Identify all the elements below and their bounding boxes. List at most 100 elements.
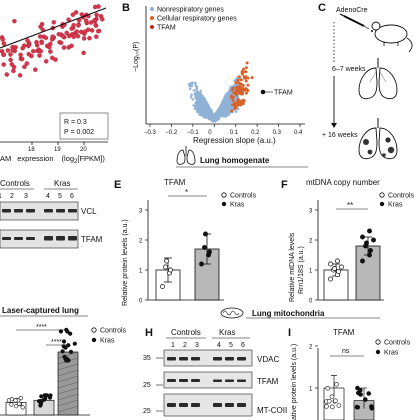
panel-h-lane: 4 (217, 342, 221, 349)
panel-f-point (360, 234, 365, 240)
panel-i-legend-controls: Controls (384, 340, 411, 347)
panel-b-footer: Lung homogenate (200, 156, 270, 165)
panel-b-point-nonrespiratory (200, 97, 204, 100)
panel-g-point (20, 405, 25, 410)
panel-b-point-respiratory (241, 70, 245, 74)
panel-b-point-nonrespiratory (189, 96, 193, 99)
panel-i-y-tick-label: 1 (309, 387, 313, 393)
blot-band (191, 379, 200, 382)
panel-g-sig-1: **** (36, 324, 47, 331)
panel-g-title: Laser-captured lung (2, 306, 79, 315)
mitochondria-icon (220, 307, 244, 319)
panel-b-point-nonrespiratory (212, 113, 215, 117)
panel-a-point (1, 41, 7, 46)
panel-b-point-nonrespiratory (227, 113, 230, 117)
panel-h-lane: 3 (195, 342, 199, 349)
panel-a-stats-box (59, 112, 109, 140)
panel-g-hatch (57, 369, 79, 377)
panel-b-point-respiratory (233, 101, 237, 105)
panel-g-marks (5, 327, 79, 416)
panel-e-point (199, 261, 204, 267)
blot-band (179, 357, 188, 361)
panel-g-point (64, 358, 69, 363)
panel-d-blot-vcl (0, 201, 79, 221)
panel-a-point (39, 40, 44, 46)
panel-a-point (43, 35, 49, 41)
panel-b-point-nonrespiratory (195, 85, 198, 88)
panel-g-point (47, 395, 53, 400)
panel-a-point (94, 34, 99, 39)
panel-b-point-nonrespiratory (236, 107, 240, 110)
panel-f-y-tick-label: 2 (309, 239, 313, 245)
panel-a-point (20, 45, 25, 51)
panel-b-point-respiratory (240, 92, 244, 96)
panel-a-point (12, 18, 17, 24)
panel-i-point (329, 394, 335, 400)
panel-b-point-respiratory (240, 86, 244, 90)
panel-i-bar-chart: I TFAM ative protein levels (a.u.) 12 ns… (288, 327, 411, 420)
panel-a-point (76, 23, 81, 28)
panel-b-point-nonrespiratory (209, 109, 213, 113)
panel-e-legend-controls: Controls (230, 193, 257, 200)
panel-h-western-blot: H Controls Kras 1 2 3 4 5 6 35 VDAC 25 T… (143, 327, 287, 417)
mouse-icon (371, 21, 413, 53)
panel-b-point-respiratory (244, 66, 248, 70)
panel-f-sig: ** (347, 201, 353, 210)
blot-band (237, 357, 246, 361)
panel-g-point (58, 329, 64, 334)
panel-a-point (38, 48, 44, 54)
panel-a-point (78, 29, 84, 35)
panel-g-point (13, 398, 18, 403)
panel-b-point-nonrespiratory (219, 106, 222, 110)
panel-b-point-respiratory (230, 109, 234, 113)
panel-e-point (207, 249, 212, 255)
panel-f-point (335, 258, 340, 264)
panel-d-lane: 6 (70, 193, 74, 200)
panel-b-point-nonrespiratory (226, 95, 229, 98)
panel-b-point-respiratory (241, 84, 245, 87)
panel-g-bar (57, 351, 79, 416)
panel-b-point-respiratory (244, 79, 248, 83)
panel-h-row-mtcoii: MT-COII (257, 406, 287, 415)
panel-f-bar-chart: F mtDNA copy number Relative mtDNA level… (220, 178, 415, 319)
panel-a-point (83, 18, 89, 23)
panel-i-point (325, 385, 331, 391)
panel-b-point-nonrespiratory (207, 106, 210, 110)
panel-b-point-nonrespiratory (192, 89, 196, 92)
panel-a-point (71, 34, 76, 40)
timeline-arrowhead (331, 123, 337, 128)
panel-f-marks: 0 1 2 3 (309, 209, 381, 305)
panel-i-y-tick-label: 2 (309, 345, 313, 351)
panel-a-point (37, 53, 42, 58)
panel-f-y-tick-label: 1 (309, 269, 313, 275)
blot-band (56, 209, 65, 213)
panel-f-point (367, 228, 372, 234)
panel-i-point (355, 385, 360, 391)
panel-e-y-tick-label: 1 (139, 269, 143, 275)
panel-b-x-tick-label: 0.2 (251, 130, 260, 136)
panel-b-point-respiratory (231, 98, 235, 102)
panel-f-y-tick-label: 0 (309, 299, 313, 305)
panel-g-point (9, 402, 14, 407)
panel-b-point-nonrespiratory (206, 114, 210, 118)
panel-b-point-nonrespiratory (197, 96, 201, 99)
panel-b-legend-nonrespiratory: Nonrespiratory genes (157, 7, 224, 14)
blot-band (213, 403, 222, 407)
panel-a-point (82, 29, 88, 34)
panel-b-point-nonrespiratory (226, 97, 230, 101)
tfam-point (260, 89, 266, 95)
panel-e-y-tick-label: 0 (139, 299, 143, 305)
panel-a-point (26, 51, 32, 57)
panel-e-legend-controls-marker (221, 192, 227, 198)
panel-b-x-tick-label: 0.3 (273, 130, 282, 136)
panel-e-point (203, 231, 208, 237)
panel-g-bar-chart: Laser-captured lung **** **** Controls K… (0, 306, 127, 416)
panel-f-point (336, 269, 341, 274)
panel-b-point-respiratory (241, 102, 245, 106)
blot-band (68, 236, 77, 241)
panel-e-y-axis-label: Relative protein levels (a.u.) (122, 219, 129, 306)
panel-a-point (92, 18, 97, 23)
panel-a-point (10, 48, 15, 53)
panel-g-point (61, 339, 67, 344)
